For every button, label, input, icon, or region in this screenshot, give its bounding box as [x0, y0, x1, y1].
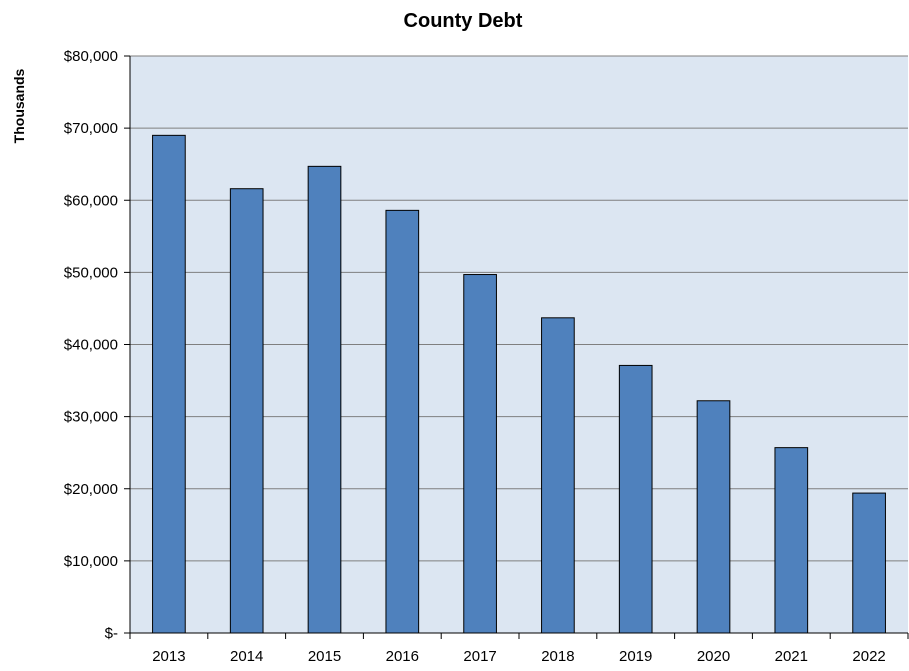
bar: [307, 165, 342, 634]
bar: [618, 364, 653, 634]
x-tick-label: 2015: [308, 648, 341, 665]
x-tick-label: 2020: [697, 648, 730, 665]
y-tick-label: $30,000: [64, 409, 118, 426]
y-tick-label: $10,000: [64, 553, 118, 570]
x-tick-labels: 2013 2014 2015 2016 2017 2018 2019 2020 2021 2022: [152, 648, 886, 665]
bar: [385, 209, 420, 634]
bar: [774, 447, 809, 634]
y-axis-label: Thousands: [11, 68, 27, 143]
y-tick-labels: $- $10,000 $20,000 $30,000 $40,000 $50,000 $60…: [64, 48, 118, 642]
bar: [229, 188, 264, 634]
bar: [696, 400, 731, 634]
bar: [463, 274, 497, 634]
chart-title: County Debt: [404, 10, 523, 32]
y-tick-label: $80,000: [64, 48, 118, 65]
x-tick-label: 2021: [775, 648, 808, 665]
y-tick-label: $60,000: [64, 192, 118, 209]
x-tick-label: 2018: [541, 648, 574, 665]
axes: [124, 55, 909, 639]
bar: [152, 134, 186, 634]
y-tick-label: $-: [105, 625, 118, 642]
bar: [541, 317, 575, 634]
y-tick-label: $50,000: [64, 264, 118, 281]
x-tick-label: 2017: [463, 648, 496, 665]
bars: [152, 134, 886, 634]
y-tick-label: $40,000: [64, 337, 118, 354]
bar: [852, 492, 886, 634]
x-tick-label: 2022: [852, 648, 885, 665]
y-tick-label: $70,000: [64, 120, 118, 137]
x-tick-label: 2014: [230, 648, 263, 665]
x-tick-label: 2016: [386, 648, 419, 665]
x-tick-label: 2019: [619, 648, 652, 665]
y-tick-label: $20,000: [64, 481, 118, 498]
x-tick-label: 2013: [152, 648, 185, 665]
